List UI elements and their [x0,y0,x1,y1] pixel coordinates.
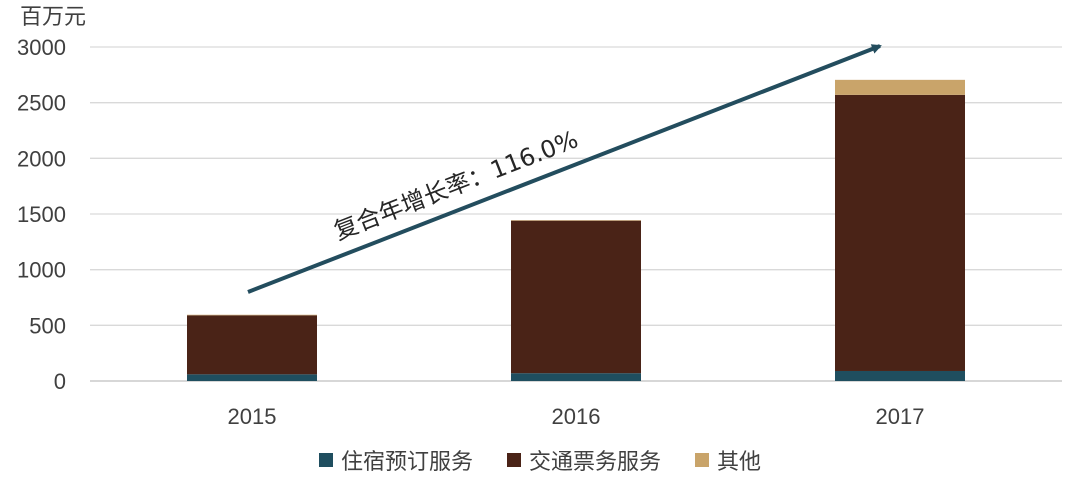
y-axis-unit-label: 百万元 [20,5,86,30]
y-tick-label: 3000 [17,35,66,60]
x-tick-label: 2015 [228,404,277,429]
legend-swatch [695,453,709,467]
legend-label: 交通票务服务 [528,450,661,475]
bar-segment-2-2 [835,79,965,95]
y-tick-label: 0 [54,369,66,394]
y-tick-label: 2500 [17,91,66,116]
legend-label: 其他 [717,450,762,475]
legend-item: 其他 [695,444,761,476]
x-tick-label: 2017 [876,404,925,429]
x-tick-label: 2016 [552,404,601,429]
bar-segment-1-1 [511,220,641,374]
y-tick-label: 500 [29,313,66,338]
y-tick-label: 1000 [17,258,66,283]
bar-segment-1-2 [511,220,641,221]
legend: 住宿预订服务 交通票务服务 其他 [0,442,1080,478]
stacked-bar-chart: 0 500 1000 1500 2000 2500 3000 2015 2016 2017 百万… [17,5,1062,429]
legend-swatch [506,453,521,467]
y-tick-label: 2000 [17,146,66,171]
bar-segment-0-1 [187,315,317,375]
legend-swatch [318,453,333,467]
bar-segment-2-1 [835,94,965,371]
y-tick-label: 1500 [17,202,66,227]
bar-segment-1-0 [511,373,641,381]
y-axis-tick-labels: 0 500 1000 1500 2000 2500 3000 [17,35,66,394]
legend-label: 住宿预订服务 [340,450,473,475]
legend-item: 住宿预订服务 [318,444,473,476]
bar-segment-0-0 [187,374,317,381]
bar-segment-2-0 [835,370,965,381]
bar-segment-0-2 [187,314,317,316]
legend-item: 交通票务服务 [506,444,661,476]
bar-stacks [187,79,965,381]
x-axis-tick-labels: 2015 2016 2017 [228,404,925,429]
